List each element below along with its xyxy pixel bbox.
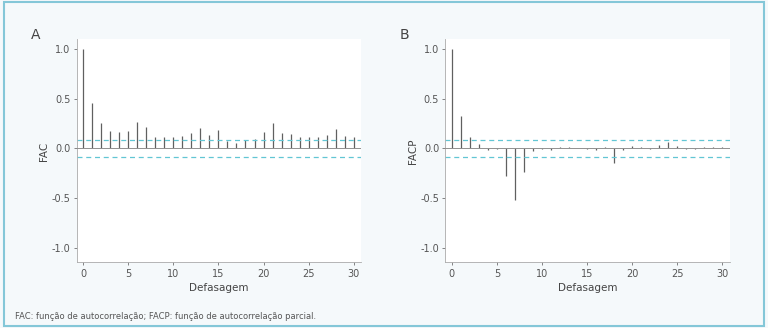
Text: B: B [400, 28, 409, 42]
Y-axis label: FACP: FACP [408, 138, 418, 164]
X-axis label: Defasagem: Defasagem [189, 283, 249, 293]
Text: FAC: função de autocorrelação; FACP: função de autocorrelação parcial.: FAC: função de autocorrelação; FACP: fun… [15, 313, 316, 321]
Text: A: A [31, 28, 41, 42]
X-axis label: Defasagem: Defasagem [558, 283, 617, 293]
Y-axis label: FAC: FAC [39, 141, 49, 160]
